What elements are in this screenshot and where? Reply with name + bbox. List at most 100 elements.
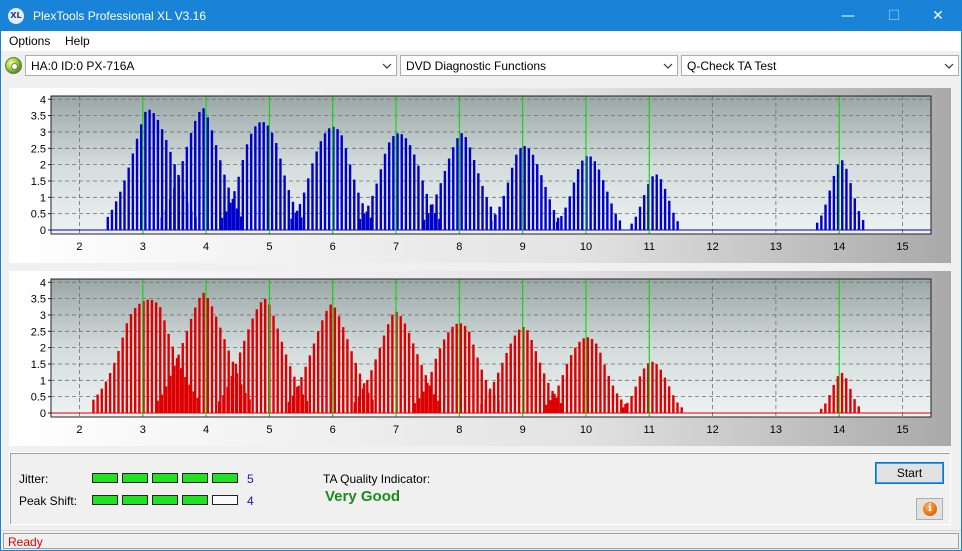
minimize-button[interactable]: — — [841, 8, 855, 24]
start-button[interactable]: Start — [875, 462, 944, 484]
function-select[interactable]: DVD Diagnostic Functions — [400, 55, 678, 76]
bar — [270, 132, 274, 230]
bar — [647, 183, 650, 230]
x-tick-label: 14 — [833, 241, 845, 253]
bar — [857, 406, 860, 413]
bar — [526, 330, 529, 413]
bar — [630, 223, 633, 230]
bar — [370, 370, 373, 413]
bar — [489, 206, 493, 230]
bar — [163, 320, 166, 413]
test-select[interactable]: Q-Check TA Test — [681, 55, 959, 76]
x-tick-label: 7 — [393, 424, 399, 436]
bar — [841, 160, 844, 230]
bar — [667, 386, 671, 413]
bar — [245, 144, 249, 230]
bar — [146, 299, 149, 413]
bar — [568, 196, 571, 230]
bar — [294, 212, 297, 230]
info-button[interactable]: i — [916, 498, 943, 520]
bar — [540, 175, 543, 230]
bar — [348, 164, 352, 230]
bar — [229, 202, 232, 230]
bar — [424, 375, 427, 413]
bar — [365, 211, 368, 230]
bar — [551, 391, 554, 413]
menu-options[interactable]: Options — [9, 34, 51, 48]
bar — [680, 407, 683, 413]
bar — [490, 220, 493, 230]
bar — [480, 403, 483, 413]
x-tick-label: 5 — [266, 241, 272, 253]
drive-select[interactable]: HA:0 ID:0 PX-716A — [25, 55, 397, 76]
bar — [561, 375, 564, 413]
menu-help[interactable]: Help — [65, 34, 90, 48]
bar — [586, 337, 590, 413]
bar — [527, 148, 531, 230]
bar — [160, 394, 164, 413]
bar — [819, 408, 823, 413]
close-button[interactable]: ✕ — [932, 8, 944, 24]
bar — [279, 158, 282, 230]
bar — [378, 347, 382, 413]
bar — [167, 333, 170, 413]
bar — [824, 204, 827, 230]
drive-disc-icon — [5, 57, 22, 74]
y-tick-label: 1.5 — [31, 359, 46, 371]
bar — [340, 135, 343, 230]
bar — [481, 185, 484, 230]
bar — [106, 216, 109, 230]
bar — [643, 195, 646, 230]
y-tick-label: 4 — [40, 277, 46, 289]
status-text: Ready — [8, 535, 43, 549]
x-tick-label: 15 — [896, 424, 908, 436]
bar — [549, 400, 552, 413]
x-tick-label: 9 — [520, 424, 526, 436]
title-bar[interactable]: XL PlexTools Professional XL V3.16 — ☐ ✕ — [1, 1, 961, 31]
bar — [369, 217, 373, 230]
x-tick-label: 15 — [896, 241, 908, 253]
bar — [100, 388, 103, 413]
bar — [231, 198, 235, 230]
bar — [630, 395, 633, 413]
x-tick-label: 7 — [393, 241, 399, 253]
x-tick-label: 11 — [644, 424, 655, 436]
bar — [287, 401, 291, 413]
bar — [361, 203, 364, 230]
bar — [531, 154, 535, 230]
bar — [177, 174, 180, 230]
menu-bar: Options Help — [1, 31, 961, 51]
bar — [296, 387, 299, 413]
bar — [857, 211, 861, 230]
bar — [553, 393, 556, 413]
bar — [179, 368, 183, 413]
bar — [138, 303, 141, 413]
y-tick-label: 1 — [40, 192, 46, 204]
bar — [134, 308, 137, 413]
peak-shift-meter-segment — [92, 495, 118, 505]
bar — [255, 309, 259, 413]
bar — [431, 204, 434, 230]
bar — [325, 310, 328, 413]
jitter-meter-segment — [152, 473, 178, 483]
bar — [569, 355, 573, 413]
bar — [642, 368, 646, 413]
bar — [515, 154, 518, 230]
bar — [672, 395, 675, 413]
bar — [275, 142, 278, 230]
peak-shift-meter-segment — [122, 495, 148, 505]
bar — [581, 160, 584, 230]
bar — [142, 301, 145, 413]
bar — [655, 174, 658, 230]
bar — [379, 169, 383, 230]
peak-shift-label: Peak Shift: — [19, 494, 78, 508]
bar — [429, 204, 433, 230]
bar — [849, 183, 852, 230]
bar — [506, 182, 510, 230]
bar — [214, 145, 218, 230]
bar — [556, 221, 559, 230]
x-tick-label: 2 — [76, 241, 82, 253]
bar — [828, 190, 831, 230]
maximize-button[interactable]: ☐ — [887, 8, 901, 24]
peak-shift-meter-segment — [212, 495, 238, 505]
